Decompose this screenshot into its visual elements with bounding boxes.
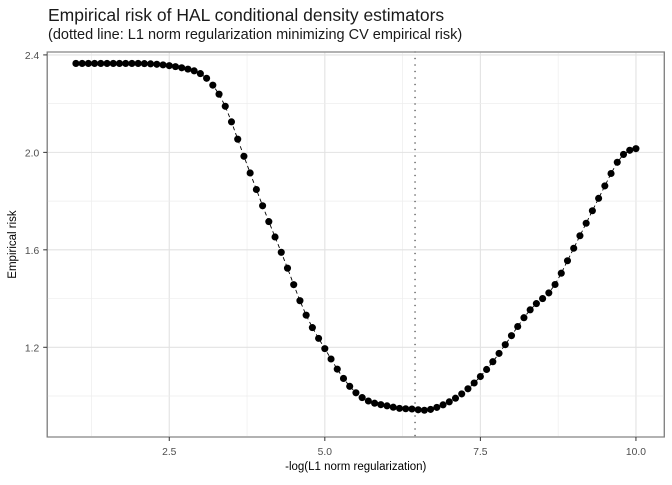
svg-text:1.6: 1.6	[25, 246, 40, 257]
svg-text:1.2: 1.2	[25, 343, 40, 354]
svg-text:5.0: 5.0	[318, 447, 333, 458]
svg-text:2.4: 2.4	[25, 51, 40, 62]
svg-text:2.0: 2.0	[25, 148, 40, 159]
svg-text:2.5: 2.5	[162, 447, 177, 458]
svg-text:Empirical risk: Empirical risk	[7, 210, 19, 279]
svg-text:10.0: 10.0	[626, 447, 646, 458]
svg-text:-log(L1 norm regularization): -log(L1 norm regularization)	[285, 461, 426, 473]
svg-text:7.5: 7.5	[473, 447, 488, 458]
